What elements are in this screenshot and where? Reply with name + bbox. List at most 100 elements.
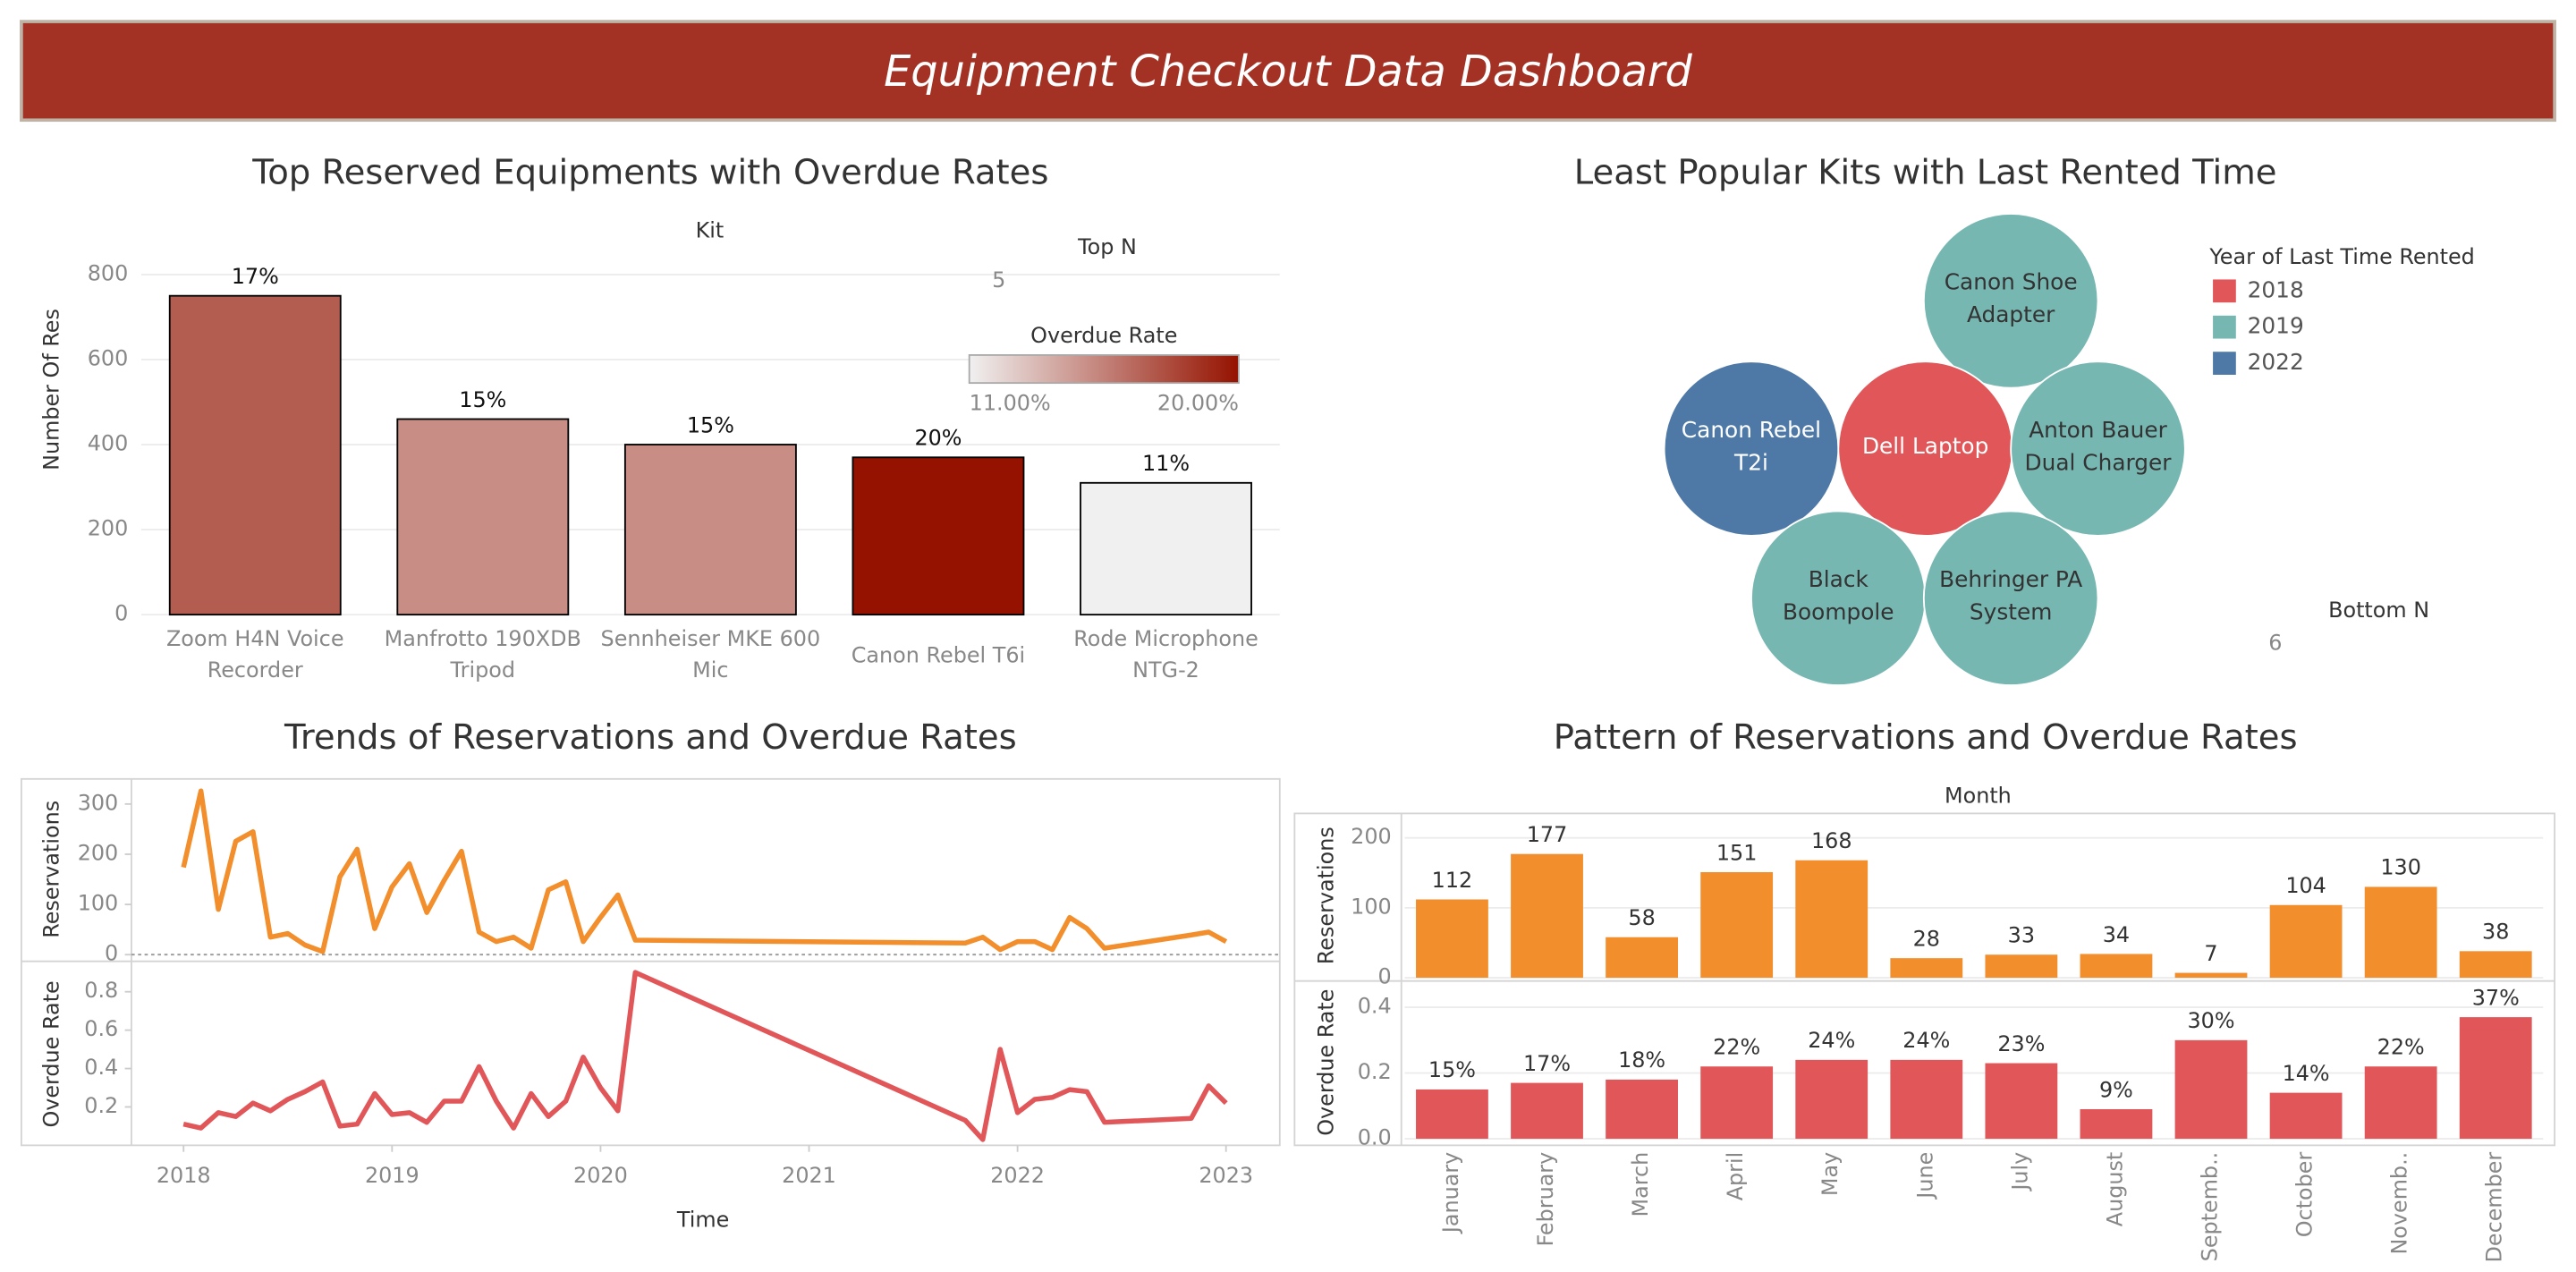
x-tick-label: August	[2102, 1152, 2127, 1227]
data-label: 22%	[2377, 1035, 2425, 1060]
bubble-label: Canon Shoe Adapter	[1944, 270, 2078, 329]
bar	[168, 294, 342, 616]
data-label: 104	[2285, 873, 2326, 898]
bubble-label: Black Boompole	[1783, 567, 1894, 626]
legend-label: 2022	[2248, 349, 2304, 375]
x-tick-label: Rode Microphone NTG-2	[1073, 628, 1258, 684]
bubble-label: Dell Laptop	[1861, 434, 1989, 461]
bar	[1890, 958, 1963, 979]
line	[182, 970, 1228, 1142]
bar	[1795, 1059, 1868, 1140]
y-axis-title: Reservations	[1314, 827, 1339, 964]
legend-min: 11.00%	[970, 391, 1051, 416]
x-tick-label: May	[1818, 1152, 1843, 1196]
y-tick-label: 0.4	[84, 1055, 118, 1080]
y-tick-label: 100	[1351, 894, 1392, 919]
color-ramp	[968, 354, 1240, 385]
bubble-label-box: Black Boompole	[1783, 567, 1894, 626]
y-tick-label: 0.6	[84, 1016, 118, 1041]
parameter-value: 5	[992, 267, 1005, 293]
data-label: 9%	[2099, 1077, 2133, 1102]
y-tick-label: 200	[88, 516, 129, 541]
y-axis-title: Overdue Rate	[1314, 989, 1339, 1136]
bubble-label: Anton Bauer Dual Charger	[2024, 418, 2172, 477]
x-tick-label-box: Manfrotto 190XDB Tripod	[384, 628, 581, 684]
bubble	[2010, 360, 2186, 537]
y-tick-label: 0	[1378, 964, 1392, 989]
y-tick-label: 0.2	[1358, 1059, 1392, 1084]
data-label: 24%	[1808, 1028, 1855, 1053]
bubble-label-box: Canon Shoe Adapter	[1944, 270, 2078, 329]
y-tick-label: 0	[105, 941, 118, 966]
bar	[1700, 872, 1774, 979]
data-label: 112	[1432, 868, 1473, 893]
bar	[1511, 1082, 1583, 1140]
data-label: 11%	[1142, 451, 1190, 476]
legend-label: 2019	[2248, 313, 2304, 339]
y-axis-title: Overdue Rate	[38, 980, 64, 1127]
data-label: 38	[2482, 920, 2509, 945]
panel-frame	[1293, 812, 2556, 1147]
x-tick-label: Manfrotto 190XDB Tripod	[384, 628, 581, 684]
y-tick-label: 0.0	[1358, 1125, 1392, 1150]
data-label: 23%	[1997, 1031, 2045, 1056]
data-label: 177	[1527, 822, 1568, 847]
data-label: 7	[2204, 941, 2217, 966]
data-label: 28	[1913, 926, 1940, 951]
x-tick-label: Zoom H4N Voice Recorder	[165, 628, 344, 684]
y-tick-label: 600	[88, 345, 129, 370]
x-tick-label: April	[1723, 1152, 1748, 1201]
legend-title: Overdue Rate	[1030, 323, 1177, 348]
bar	[2459, 1017, 2532, 1140]
x-tick-label: Septemb..	[2198, 1152, 2223, 1262]
data-label: 22%	[1713, 1035, 1760, 1060]
x-tick-label-box: Zoom H4N Voice Recorder	[165, 628, 344, 684]
y-tick-label: 300	[78, 790, 119, 815]
bubble-label-box: Behringer PA System	[1939, 568, 2082, 626]
bar	[2364, 1066, 2437, 1140]
x-tick-label: Novemb..	[2387, 1152, 2412, 1255]
bubble-label: Canon Rebel T2i	[1681, 418, 1822, 477]
data-label: 18%	[1618, 1047, 1665, 1073]
x-tick-label-box: Sennheiser MKE 600 Mic	[600, 628, 821, 684]
bar	[2459, 951, 2532, 979]
legend-max: 20.00%	[1157, 391, 1239, 416]
data-label: 17%	[1523, 1051, 1571, 1076]
y-tick-label: 0.8	[84, 978, 118, 1003]
dashboard-title: Equipment Checkout Data Dashboard	[884, 47, 1692, 97]
y-axis-title: Number Of Res	[38, 309, 64, 471]
bar	[1511, 853, 1583, 979]
bar	[2269, 1092, 2343, 1140]
data-label: 168	[1811, 828, 1852, 853]
bar	[2174, 972, 2248, 979]
x-tick-label-box: Rode Microphone NTG-2	[1073, 628, 1258, 684]
data-label: 58	[1628, 905, 1655, 930]
data-label: 37%	[2472, 985, 2520, 1010]
x-axis-title: Month	[1945, 784, 2012, 809]
bar	[623, 444, 797, 616]
data-label: 130	[2380, 855, 2421, 880]
data-label: 33	[2008, 923, 2035, 948]
x-tick-label-box: Canon Rebel T6i	[852, 643, 1025, 668]
x-tick-label: Sennheiser MKE 600 Mic	[600, 628, 821, 684]
data-label: 151	[1716, 840, 1758, 865]
data-label: 15%	[1428, 1057, 1476, 1082]
data-label: 24%	[1902, 1028, 1950, 1053]
bubble-label-box: Dell Laptop	[1861, 434, 1989, 461]
chart-title: Trends of Reservations and Overdue Rates	[284, 717, 1017, 758]
bar	[1416, 1089, 1488, 1140]
chart-title: Top Reserved Equipments with Overdue Rat…	[251, 152, 1048, 192]
x-tick-label: 2018	[157, 1163, 211, 1188]
bubble	[1922, 510, 2099, 687]
chart-title: Pattern of Reservations and Overdue Rate…	[1554, 717, 2298, 758]
y-tick-label: 200	[1351, 824, 1392, 849]
y-axis-title: Reservations	[38, 801, 64, 938]
x-tick-label: June	[1912, 1152, 1937, 1200]
data-label: 17%	[232, 264, 279, 289]
x-tick-label: March	[1628, 1152, 1653, 1217]
bar	[2080, 954, 2153, 979]
y-tick-label: 400	[88, 431, 129, 456]
bar	[1985, 1063, 2058, 1140]
